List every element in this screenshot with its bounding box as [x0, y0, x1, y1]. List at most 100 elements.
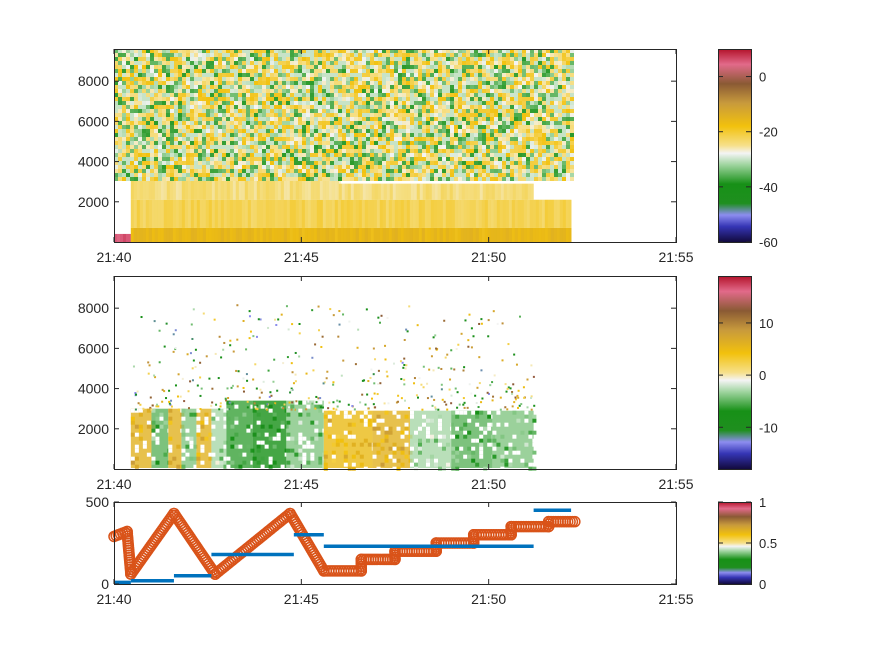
- heatmap-cell: [358, 105, 362, 109]
- velocity-cell: [252, 432, 257, 437]
- heatmap-cell: [318, 101, 322, 105]
- heatmap-cell: [278, 77, 282, 81]
- heatmap-cell: [150, 85, 154, 89]
- velocity-gap: [351, 462, 356, 467]
- heatmap-cell: [406, 117, 410, 121]
- heatmap-cell: [446, 57, 450, 61]
- heatmap-cell: [146, 129, 150, 133]
- heatmap-cell: [338, 153, 342, 157]
- heatmap-cell: [150, 117, 154, 121]
- heatmap-cell: [150, 173, 154, 177]
- heatmap-cell: [362, 157, 366, 161]
- heatmap-cell: [546, 145, 550, 149]
- velocity-cell: [196, 432, 201, 437]
- heatmap-cell: [378, 61, 382, 65]
- heatmap-stripe: [250, 177, 254, 200]
- heatmap-stripe: [265, 199, 269, 228]
- heatmap-cell: [250, 77, 254, 81]
- heatmap-cell: [438, 157, 442, 161]
- heatmap-cell: [146, 109, 150, 113]
- heatmap-cell: [122, 137, 126, 141]
- heatmap-cell: [450, 117, 454, 121]
- heatmap-cell: [194, 117, 198, 121]
- heatmap-stripe: [475, 199, 479, 228]
- heatmap-cell: [142, 49, 146, 53]
- heatmap-stripe: [313, 199, 317, 228]
- heatmap-cell: [478, 77, 482, 81]
- velocity-gap: [479, 434, 484, 439]
- heatmap-stripe: [274, 177, 278, 200]
- heatmap-cell: [246, 161, 250, 165]
- heatmap-cell: [530, 117, 534, 121]
- heatmap-cell: [270, 177, 274, 181]
- heatmap-cell: [410, 149, 414, 153]
- heatmap-cell: [166, 177, 170, 181]
- heatmap-cell: [410, 133, 414, 137]
- heatmap-cell: [310, 93, 314, 97]
- heatmap-cell: [458, 109, 462, 113]
- heatmap-cell: [322, 177, 326, 181]
- heatmap-cell: [278, 97, 282, 101]
- heatmap-cell: [454, 77, 458, 81]
- heatmap-cell: [210, 89, 214, 93]
- velocity-speck: [191, 367, 194, 370]
- heatmap-cell: [458, 125, 462, 129]
- heatmap-cell: [430, 173, 434, 177]
- heatmap-cell: [126, 141, 130, 145]
- velocity-cell: [230, 424, 235, 429]
- heatmap-cell: [378, 97, 382, 101]
- heatmap-cell: [150, 165, 154, 169]
- heatmap-cell: [418, 97, 422, 101]
- heatmap-cell: [266, 117, 270, 121]
- heatmap-cell: [262, 165, 266, 169]
- heatmap-cell: [418, 57, 422, 61]
- heatmap-cell: [158, 97, 162, 101]
- heatmap-cell: [378, 89, 382, 93]
- heatmap-cell: [222, 173, 226, 177]
- heatmap-cell: [354, 125, 358, 129]
- heatmap-cell: [554, 141, 558, 145]
- heatmap-stripe: [253, 199, 257, 228]
- heatmap-cell: [274, 101, 278, 105]
- heatmap-cell: [314, 57, 318, 61]
- heatmap-cell: [238, 77, 242, 81]
- heatmap-cell: [302, 141, 306, 145]
- heatmap-stripe: [407, 183, 411, 200]
- heatmap-cell: [562, 177, 566, 181]
- heatmap-cell: [178, 149, 182, 153]
- velocity-gap: [388, 454, 393, 459]
- heatmap-cell: [430, 121, 434, 125]
- heatmap-cell: [266, 93, 270, 97]
- heatmap-cell: [510, 169, 514, 173]
- heatmap-cell: [530, 157, 534, 161]
- heatmap-cell: [146, 149, 150, 153]
- heatmap-cell: [114, 69, 118, 73]
- heatmap-cell: [498, 53, 502, 57]
- heatmap-cell: [434, 49, 438, 53]
- velocity-cell: [327, 434, 332, 439]
- velocity-gap: [532, 462, 537, 467]
- heatmap-cell: [534, 65, 538, 69]
- heatmap-cell: [230, 117, 234, 121]
- heatmap-stripe: [482, 183, 486, 200]
- heatmap-cell: [134, 113, 138, 117]
- heatmap-cell: [530, 177, 534, 181]
- heatmap-cell: [346, 165, 350, 169]
- heatmap-cell: [186, 61, 190, 65]
- heatmap-stripe: [400, 227, 404, 242]
- heatmap-cell: [402, 97, 406, 101]
- heatmap-stripe: [289, 199, 293, 228]
- heatmap-cell: [134, 173, 138, 177]
- heatmap-cell: [154, 85, 158, 89]
- heatmap-cell: [418, 157, 422, 161]
- heatmap-stripe: [241, 227, 245, 242]
- heatmap-cell: [326, 49, 330, 53]
- velocity-speck: [403, 338, 406, 341]
- heatmap-cell: [534, 97, 538, 101]
- heatmap-cell: [122, 153, 126, 157]
- heatmap-cell: [302, 173, 306, 177]
- velocity-cell: [134, 464, 139, 469]
- heatmap-cell: [402, 61, 406, 65]
- heatmap-cell: [234, 173, 238, 177]
- velocity-speck: [205, 355, 208, 358]
